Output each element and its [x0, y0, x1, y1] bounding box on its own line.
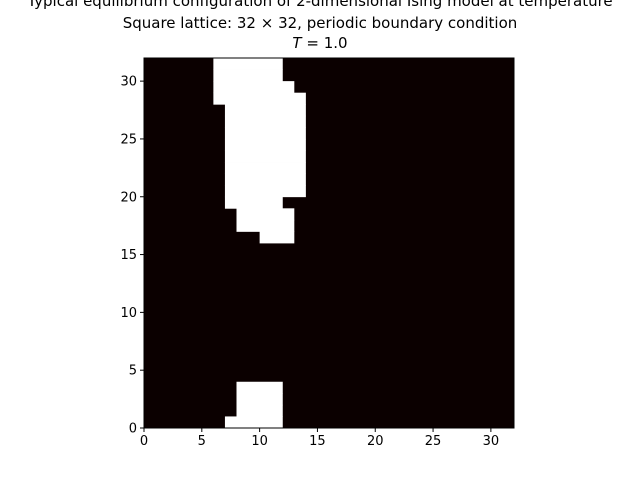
chart-title-line1: Typical equilibrium configuration of 2-d… — [27, 0, 613, 10]
spin-up-cell-row-31 — [213, 58, 283, 70]
spin-up-cell-row-27 — [224, 104, 306, 117]
spin-up-cell-row-24 — [224, 138, 306, 151]
y-tick-label: 10 — [120, 306, 137, 321]
temperature-symbol: T — [292, 34, 302, 52]
chart-title-line2: Square lattice: 32 × 32, periodic bounda… — [122, 14, 518, 32]
x-tick-label: 5 — [198, 434, 206, 449]
spin-up-cell-row-2 — [236, 393, 283, 406]
y-tick-label: 25 — [120, 132, 137, 147]
x-tick-label: 0 — [140, 434, 148, 449]
spin-up-cell-row-30 — [213, 69, 283, 82]
spin-up-cell-row-21 — [224, 173, 306, 186]
spin-up-cell-row-3 — [236, 381, 283, 394]
spin-up-cell-row-18 — [236, 208, 295, 221]
spin-up-cell-row-0 — [224, 416, 283, 429]
plot-frame — [143, 57, 515, 429]
x-tick-label: 30 — [483, 434, 500, 449]
spin-up-cell-row-29 — [213, 81, 295, 94]
spin-up-cell-row-17 — [236, 219, 295, 232]
spin-up-cell-row-16 — [259, 231, 295, 244]
y-tick-label: 5 — [129, 364, 137, 379]
y-axis: 0 5 10 15 20 25 30 — [120, 75, 144, 437]
spin-up-cell-row-26 — [224, 115, 306, 128]
y-tick-label: 0 — [129, 422, 137, 437]
spin-up-cell-row-23 — [224, 150, 306, 163]
y-tick-label: 30 — [120, 75, 137, 90]
chart-title-line3: T = 1.0 — [0, 34, 640, 52]
spin-up-cell-row-1 — [236, 404, 283, 417]
spin-up-cell-row-22 — [224, 162, 306, 175]
y-tick-label: 20 — [120, 190, 137, 205]
x-tick-label: 25 — [425, 434, 442, 449]
x-tick-label: 10 — [251, 434, 268, 449]
x-tick-label: 15 — [309, 434, 326, 449]
spin-up-cell-row-28 — [213, 92, 306, 105]
x-axis: 0 5 10 15 20 25 30 — [140, 428, 499, 449]
spin-down-background — [144, 58, 514, 428]
x-tick-label: 20 — [367, 434, 384, 449]
spin-up-cell-row-25 — [224, 127, 306, 140]
y-tick-label: 15 — [120, 248, 137, 263]
spin-up-cell-row-20 — [224, 185, 306, 198]
temperature-value: = 1.0 — [301, 34, 348, 52]
spin-up-cell-row-19 — [224, 196, 283, 209]
lattice-cells — [144, 58, 514, 429]
